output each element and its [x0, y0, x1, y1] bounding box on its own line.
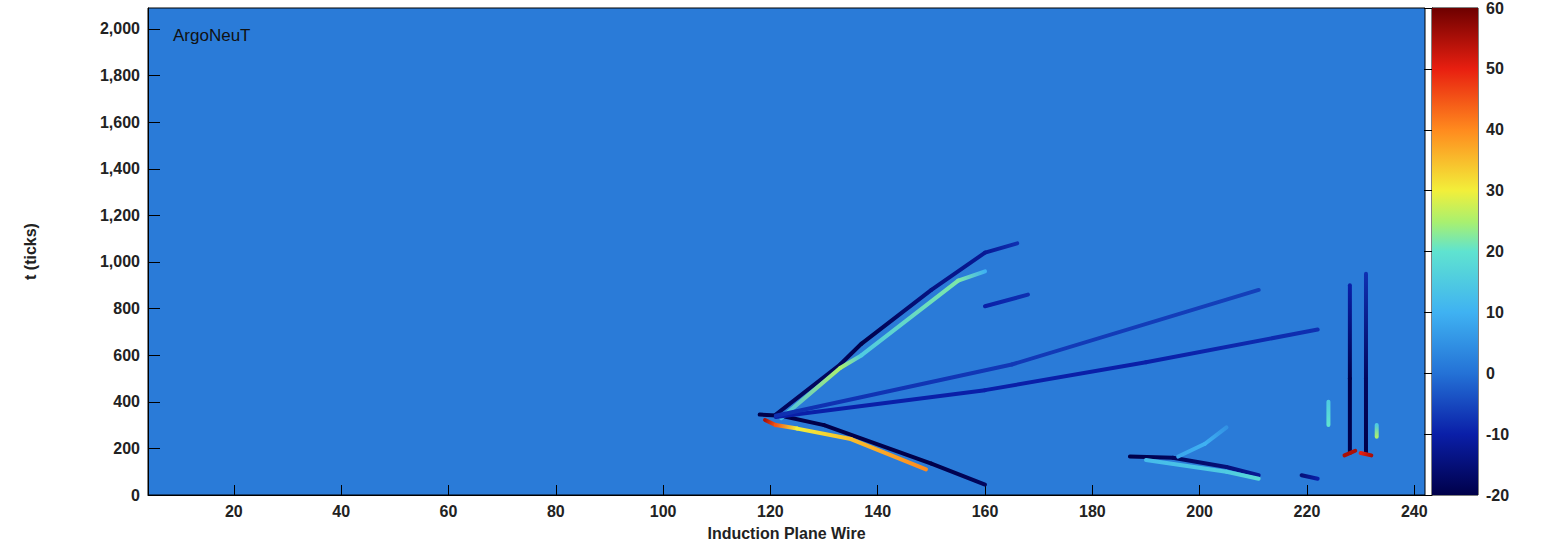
svg-text:240: 240 [1401, 503, 1428, 520]
svg-text:40: 40 [332, 503, 350, 520]
svg-text:2,000: 2,000 [100, 20, 140, 37]
svg-text:400: 400 [113, 393, 140, 410]
svg-text:200: 200 [1186, 503, 1213, 520]
svg-text:50: 50 [1486, 60, 1504, 77]
svg-text:200: 200 [113, 440, 140, 457]
svg-text:ArgoNeuT: ArgoNeuT [173, 26, 250, 45]
svg-text:10: 10 [1486, 304, 1504, 321]
svg-text:1,000: 1,000 [100, 253, 140, 270]
svg-text:-10: -10 [1486, 426, 1509, 443]
svg-text:1,200: 1,200 [100, 207, 140, 224]
svg-text:160: 160 [972, 503, 999, 520]
svg-text:0: 0 [1486, 365, 1495, 382]
svg-text:0: 0 [131, 487, 140, 504]
svg-text:30: 30 [1486, 182, 1504, 199]
svg-text:40: 40 [1486, 121, 1504, 138]
svg-text:80: 80 [547, 503, 565, 520]
svg-text:60: 60 [1486, 0, 1504, 17]
svg-text:180: 180 [1079, 503, 1106, 520]
svg-text:120: 120 [757, 503, 784, 520]
svg-text:t (ticks): t (ticks) [22, 223, 39, 280]
svg-text:Induction Plane Wire: Induction Plane Wire [707, 525, 865, 542]
svg-text:20: 20 [225, 503, 243, 520]
svg-text:20: 20 [1486, 243, 1504, 260]
svg-text:1,400: 1,400 [100, 160, 140, 177]
svg-text:60: 60 [440, 503, 458, 520]
svg-text:800: 800 [113, 300, 140, 317]
svg-text:1,600: 1,600 [100, 114, 140, 131]
svg-text:100: 100 [650, 503, 677, 520]
svg-text:220: 220 [1294, 503, 1321, 520]
svg-text:1,800: 1,800 [100, 67, 140, 84]
svg-text:600: 600 [113, 347, 140, 364]
svg-text:140: 140 [864, 503, 891, 520]
svg-text:-20: -20 [1486, 487, 1509, 504]
